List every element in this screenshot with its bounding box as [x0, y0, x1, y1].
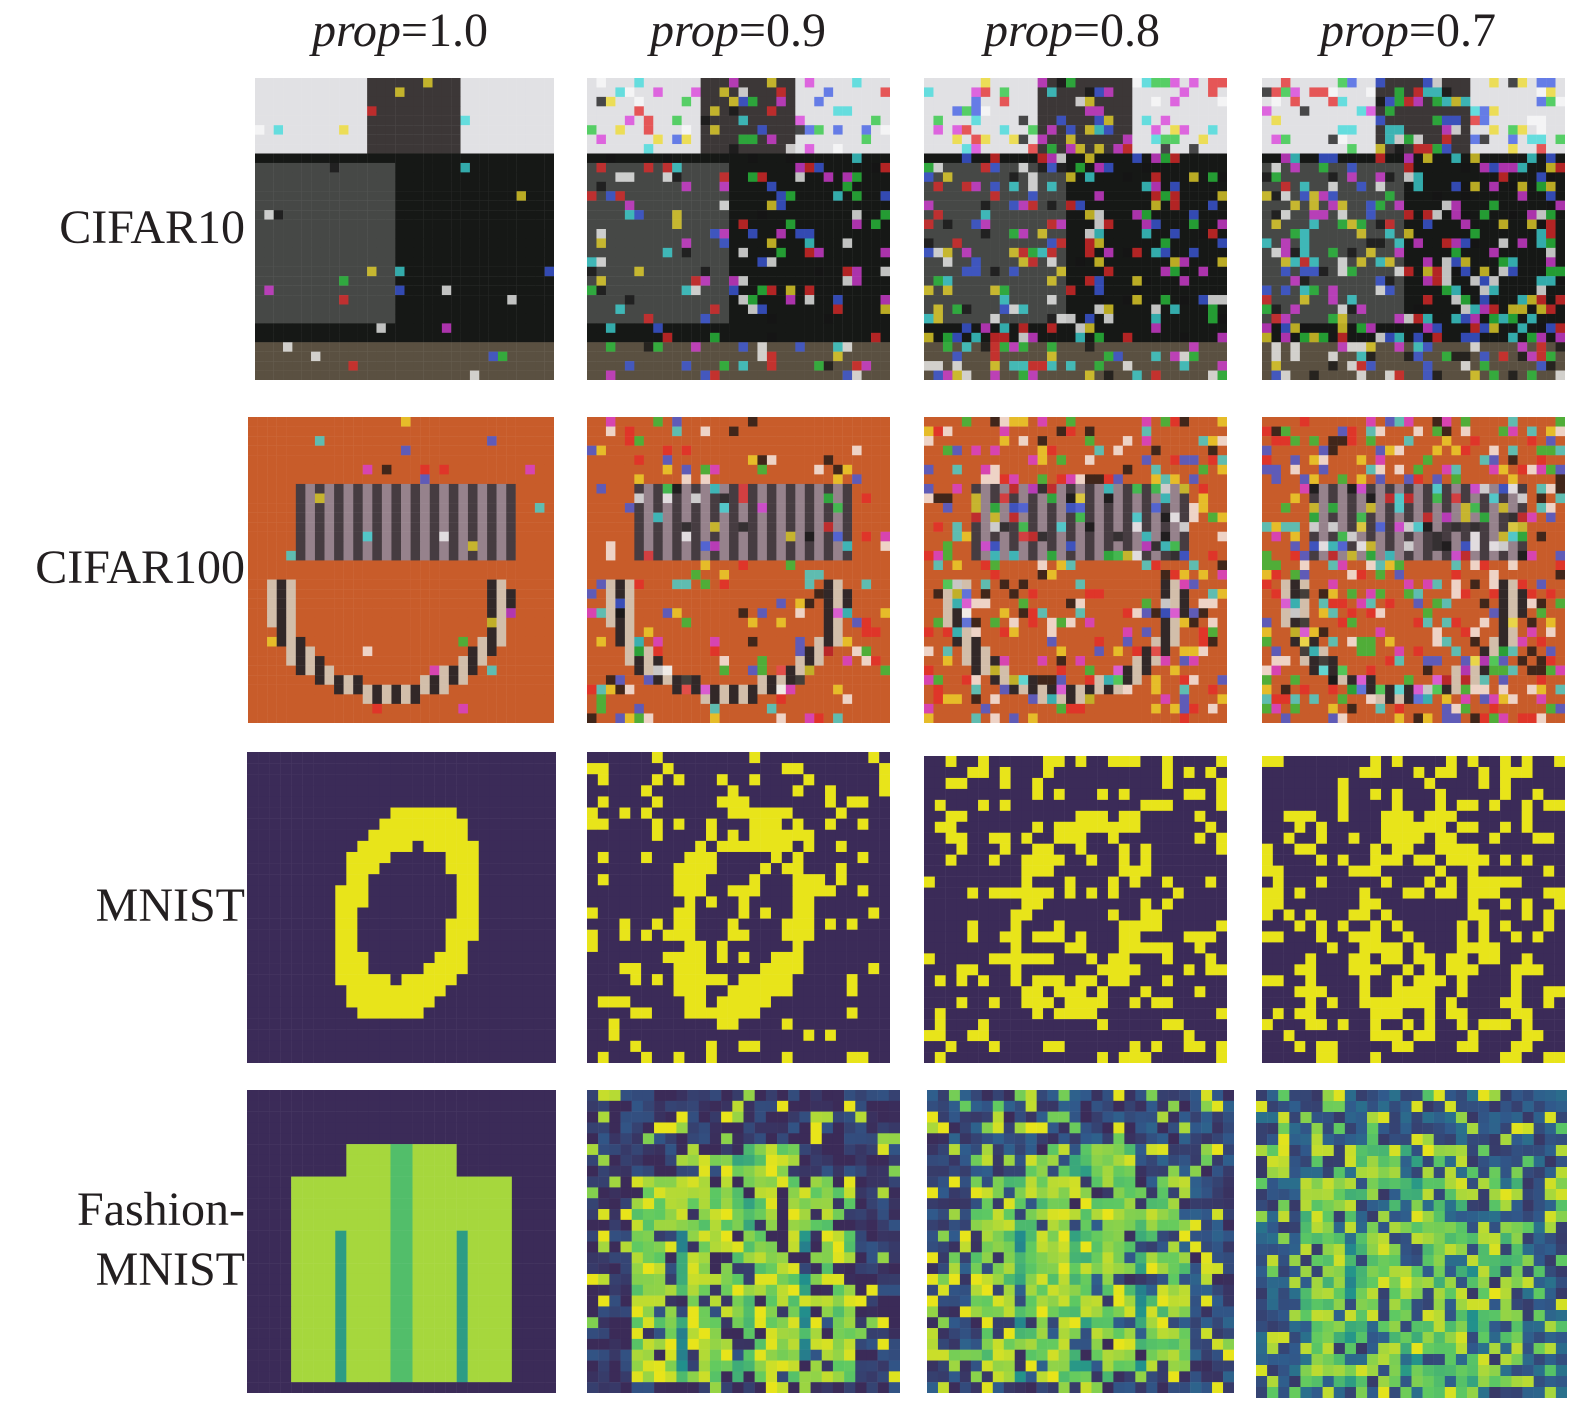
image-mnist-prop-0-9: [587, 752, 890, 1063]
column-header-prop-0-7: prop=0.7: [1320, 4, 1496, 57]
image-mnist-prop-1-0: [247, 752, 556, 1063]
image-cifar10-prop-0-7: [1262, 78, 1565, 380]
image-fashion-mnist-prop-0-9: [587, 1090, 900, 1393]
image-canvas: [587, 752, 890, 1063]
image-fashion-mnist-prop-0-8: [927, 1090, 1234, 1393]
row-label-fashion-mnist: Fashion- MNIST: [77, 1183, 245, 1296]
column-header-prop-0-9: prop=0.9: [650, 4, 826, 57]
image-canvas: [1262, 78, 1565, 380]
image-canvas: [247, 1090, 556, 1393]
image-cifar100-prop-0-8: [924, 417, 1227, 723]
image-cifar10-prop-1-0: [255, 78, 554, 380]
image-cifar10-prop-0-8: [924, 78, 1227, 380]
image-canvas: [1262, 756, 1565, 1063]
image-cifar100-prop-0-9: [587, 417, 890, 723]
image-canvas: [247, 752, 556, 1063]
image-canvas: [924, 756, 1227, 1063]
image-cifar10-prop-0-9: [587, 78, 890, 380]
row-label-mnist: MNIST: [95, 879, 245, 932]
image-mnist-prop-0-7: [1262, 756, 1565, 1063]
image-canvas: [924, 78, 1227, 380]
image-mnist-prop-0-8: [924, 756, 1227, 1063]
image-cifar100-prop-1-0: [248, 417, 554, 723]
column-header-prop-1-0: prop=1.0: [312, 4, 488, 57]
image-canvas: [1256, 1090, 1567, 1398]
image-canvas: [1262, 417, 1565, 723]
image-canvas: [587, 417, 890, 723]
image-cifar100-prop-0-7: [1262, 417, 1565, 723]
column-header-prop-0-8: prop=0.8: [984, 4, 1160, 57]
image-canvas: [255, 78, 554, 380]
image-canvas: [248, 417, 554, 723]
image-canvas: [587, 1090, 900, 1393]
image-fashion-mnist-prop-1-0: [247, 1090, 556, 1393]
image-canvas: [587, 78, 890, 380]
image-canvas: [924, 417, 1227, 723]
row-label-cifar100: CIFAR100: [35, 541, 245, 594]
image-canvas: [927, 1090, 1234, 1393]
image-fashion-mnist-prop-0-7: [1256, 1090, 1567, 1398]
row-label-cifar10: CIFAR10: [59, 201, 245, 254]
